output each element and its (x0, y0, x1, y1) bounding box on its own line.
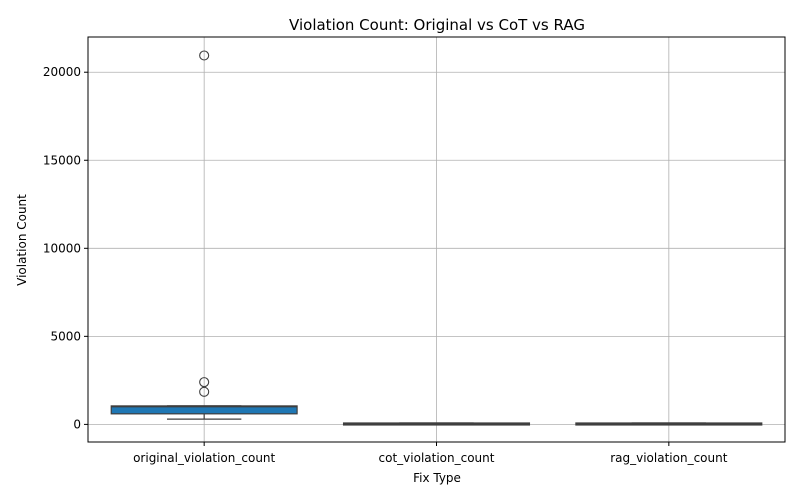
x-axis-label: Fix Type (413, 471, 461, 485)
y-tick-label: 20000 (43, 65, 81, 79)
box-layer (110, 50, 763, 426)
x-tick-label: rag_violation_count (610, 451, 728, 465)
outlier-point (199, 377, 210, 388)
box-iqr (110, 405, 298, 415)
y-tick-label: 0 (73, 417, 81, 431)
x-tick-label: cot_violation_count (379, 451, 495, 465)
x-tick-label: original_violation_count (133, 451, 275, 465)
chart-title: Violation Count: Original vs CoT vs RAG (289, 16, 585, 34)
grid-layer (88, 37, 785, 442)
y-tick-label: 15000 (43, 153, 81, 167)
y-tick-label: 5000 (50, 329, 81, 343)
tick-layer: 0 5000 10000 15000 20000 original_violation_c… (43, 65, 728, 465)
outlier-point (199, 50, 210, 61)
outlier-point (199, 386, 210, 397)
y-axis-label: Violation Count (15, 194, 29, 286)
y-tick-label: 10000 (43, 241, 81, 255)
